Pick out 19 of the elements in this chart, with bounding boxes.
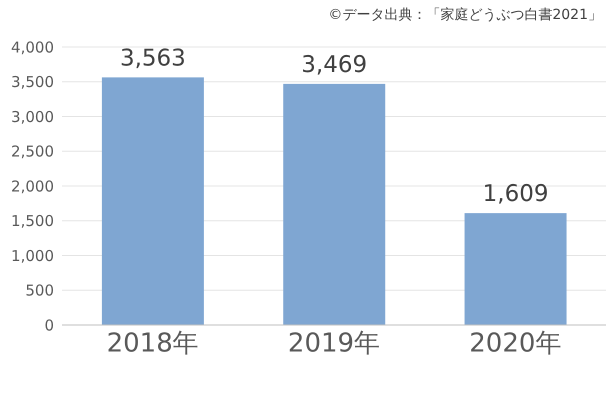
data-label: 3,469 — [301, 52, 368, 78]
y-tick-label: 3,000 — [11, 108, 54, 126]
bar — [283, 84, 386, 325]
y-tick-label: 1,000 — [11, 246, 54, 265]
y-tick-label: 2,500 — [11, 142, 54, 161]
bar — [102, 77, 204, 325]
text: ©データ出典：「家庭どうぶつ白書2021」 — [328, 6, 602, 24]
y-tick-label: 4,000 — [11, 38, 54, 56]
y-tick-label: 2,000 — [11, 177, 54, 196]
data-label: 1,609 — [482, 181, 548, 208]
x-tick-label: 2018年 — [106, 328, 199, 358]
y-tick-label: 0 — [44, 316, 54, 334]
y-tick-label: 3,500 — [11, 73, 54, 92]
x-tick-label: 2019年 — [288, 328, 380, 358]
data-label: 3,563 — [120, 45, 186, 72]
bar — [464, 213, 567, 325]
y-tick-label: 1,500 — [11, 212, 54, 230]
y-tick-label: 500 — [25, 282, 54, 300]
x-tick-label: 2020年 — [469, 328, 562, 358]
